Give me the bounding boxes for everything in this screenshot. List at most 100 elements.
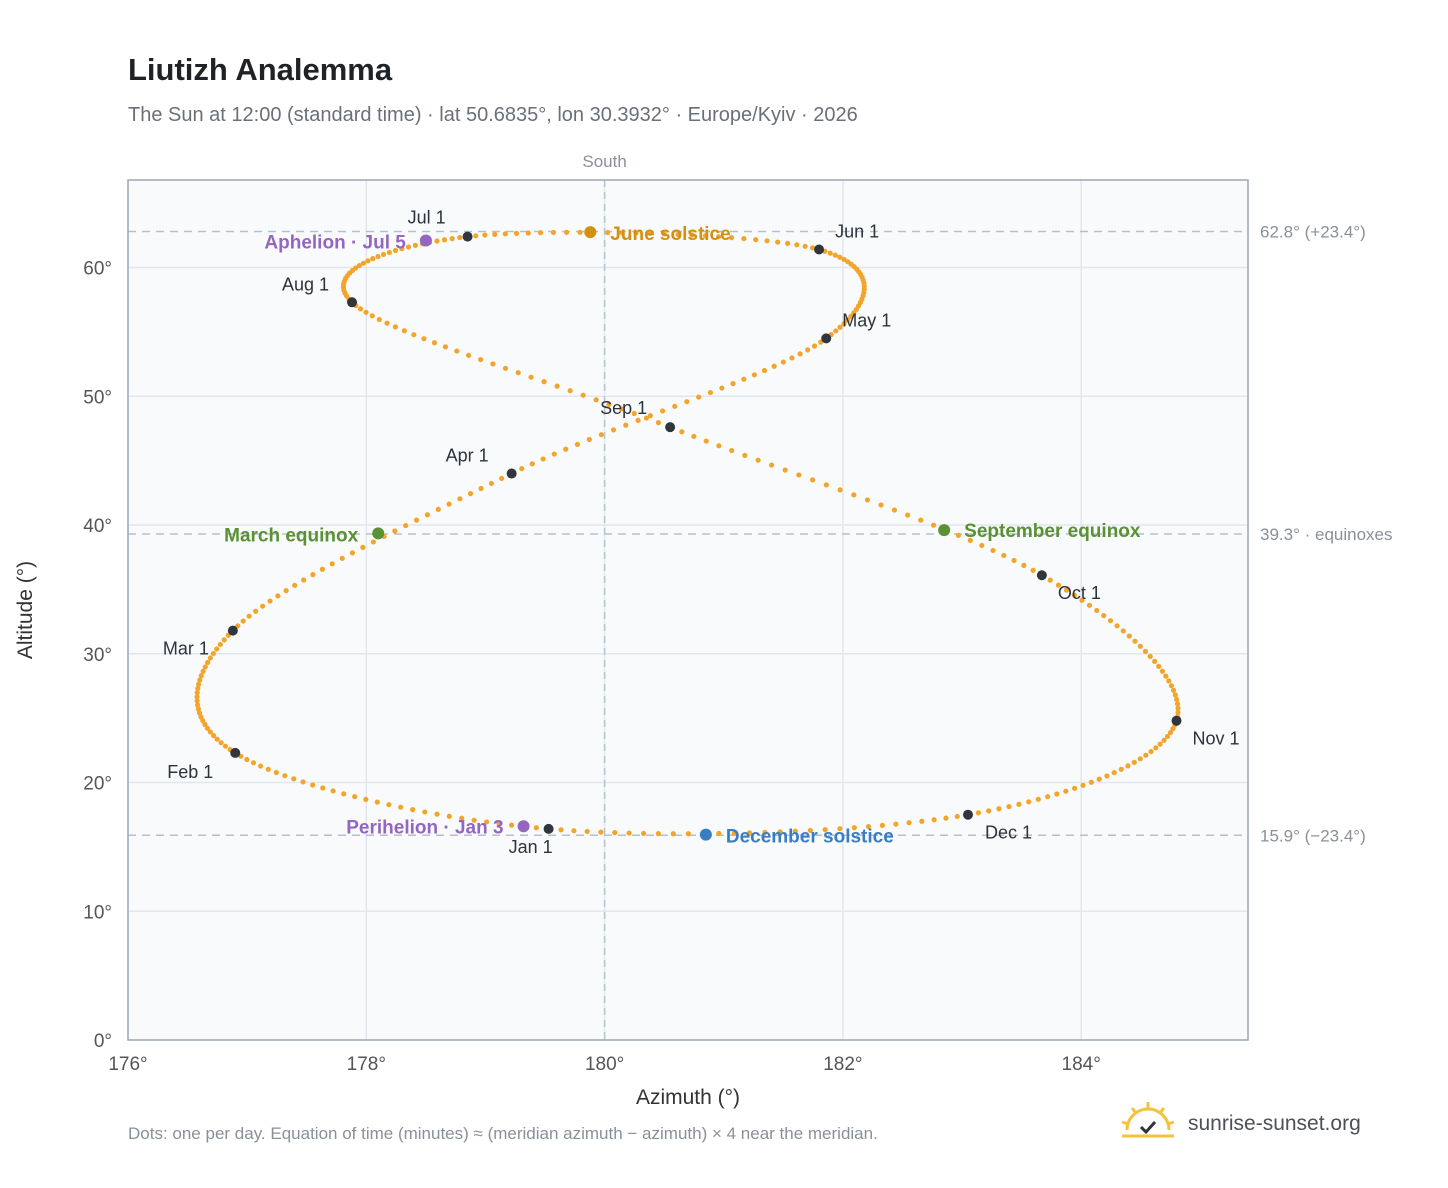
day-dot (1088, 779, 1094, 785)
day-dot (449, 236, 455, 242)
day-dot (703, 438, 709, 444)
day-dot (975, 810, 982, 816)
month-marker-dot (814, 244, 825, 255)
month-marker-dot (347, 297, 357, 308)
day-dot (528, 374, 534, 380)
day-dot (465, 352, 472, 358)
month-marker-dot (462, 231, 473, 242)
day-dot (194, 698, 200, 704)
brand-link[interactable]: sunrise-sunset.org (1120, 1101, 1361, 1146)
day-dot (283, 588, 289, 594)
day-dot (986, 808, 992, 814)
y-tick-label: 30° (83, 645, 112, 666)
day-dot (1054, 791, 1060, 797)
day-dot (845, 317, 851, 323)
day-dot (370, 539, 376, 545)
day-dot (586, 436, 592, 443)
day-dot (719, 385, 725, 391)
day-dot (240, 618, 246, 624)
day-dot (341, 791, 347, 797)
x-tick-label: 182° (823, 1054, 862, 1075)
day-dot (605, 229, 611, 236)
day-dot (1159, 668, 1166, 674)
day-dot (851, 825, 857, 831)
day-dot (1126, 633, 1132, 639)
day-dot (691, 433, 697, 439)
day-dot (1047, 577, 1053, 583)
x-tick-label: 180° (585, 1054, 624, 1075)
day-dot (194, 690, 200, 696)
day-dot (467, 491, 474, 497)
day-dot (197, 677, 203, 683)
month-marker-label: Jun 1 (835, 222, 879, 242)
day-dot (762, 829, 768, 836)
brand-name[interactable]: sunrise-sunset.org (1188, 1112, 1361, 1135)
day-dot (931, 817, 937, 823)
day-dot (363, 309, 369, 315)
day-dot (551, 451, 557, 457)
day-dot (619, 230, 625, 236)
day-dot (537, 230, 544, 236)
day-dot (1175, 709, 1181, 716)
month-marker-label: May 1 (842, 310, 891, 330)
day-dot (435, 506, 441, 513)
y-tick-label: 0° (94, 1031, 112, 1052)
plot-frame (127, 179, 1249, 1041)
day-dot (1094, 607, 1100, 614)
event-marker-label: Aphelion · Jul 5 (264, 233, 406, 254)
day-dot (891, 507, 898, 513)
day-dot (1166, 678, 1172, 684)
day-dot (598, 432, 604, 438)
day-dot (1030, 567, 1036, 573)
day-dot (1143, 752, 1149, 758)
day-dot (841, 321, 847, 327)
day-dot (422, 809, 428, 815)
day-dot (647, 413, 653, 419)
day-dot (1096, 776, 1102, 782)
day-dot (837, 487, 843, 493)
month-marker-label: Feb 1 (167, 762, 213, 782)
day-dot (380, 251, 387, 258)
day-dot (198, 673, 204, 679)
day-dot (571, 828, 577, 834)
day-dot (369, 313, 375, 319)
day-dot (990, 547, 996, 554)
day-dot (574, 441, 581, 447)
day-dot (471, 817, 477, 823)
day-dot (217, 641, 223, 648)
day-dot (794, 242, 800, 248)
day-dot (301, 577, 307, 583)
day-dot (1006, 803, 1012, 810)
event-marker-dot (938, 524, 951, 537)
day-dot (392, 528, 398, 534)
month-marker-dot (506, 468, 517, 479)
day-dot (374, 799, 380, 805)
day-dot (533, 825, 539, 831)
event-marker-dot (584, 226, 597, 239)
day-dot (330, 788, 336, 794)
day-dot (802, 243, 808, 249)
event-marker-label: December solstice (726, 827, 894, 848)
month-marker-dot (1171, 715, 1182, 726)
plot-area (128, 180, 1248, 1040)
day-dot (707, 389, 713, 396)
day-dot (349, 550, 356, 556)
day-dot (789, 355, 795, 361)
month-marker-label: Jul 1 (408, 208, 446, 228)
day-dot (508, 822, 515, 828)
day-dot (716, 234, 722, 240)
day-dot (291, 776, 297, 782)
day-dot (837, 254, 843, 260)
day-dot (655, 420, 662, 426)
day-dot (1168, 683, 1174, 689)
y-axis-label: Altitude (°) (14, 561, 37, 659)
day-dot (214, 736, 220, 742)
day-dot (598, 829, 604, 835)
day-dot (893, 821, 899, 827)
month-marker-label: Nov 1 (1193, 729, 1240, 749)
day-dot (626, 830, 632, 836)
day-dot (454, 348, 460, 354)
day-dot (996, 806, 1002, 812)
day-dot (659, 408, 666, 414)
day-dot (376, 316, 382, 323)
